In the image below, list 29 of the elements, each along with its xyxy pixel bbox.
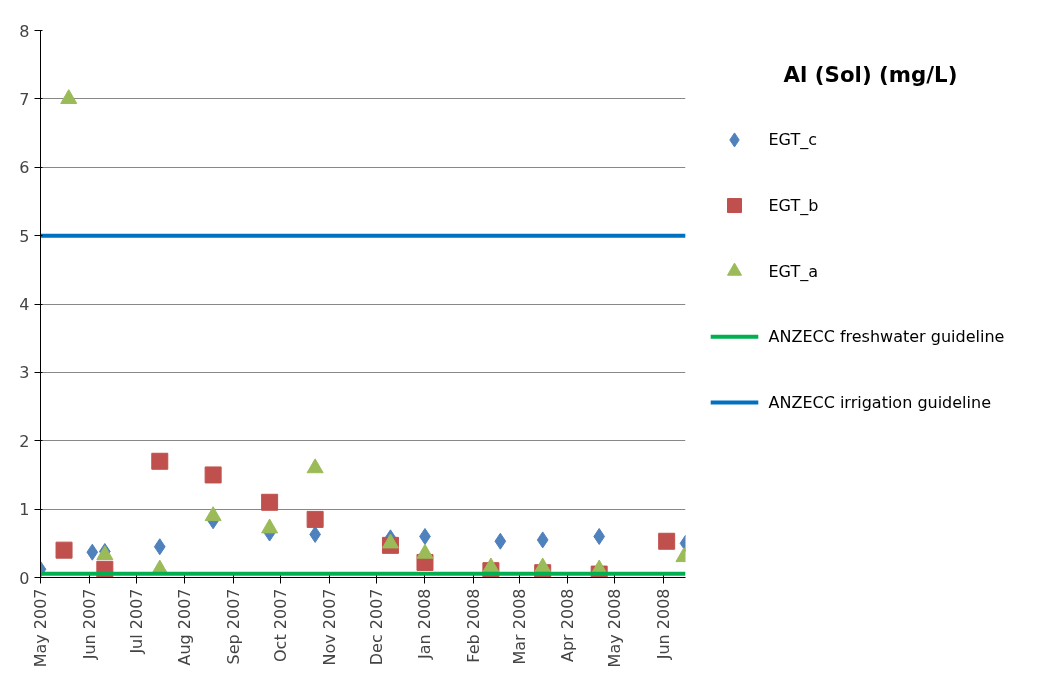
x-tick-label: Mar 2008 [509,588,529,665]
y-tick-label: 8 [19,21,30,41]
y-tick-label: 7 [19,89,30,109]
x-tick-label: Nov 2007 [319,588,339,666]
y-tick-label: 6 [19,158,30,178]
legend-label: EGT_b [768,196,819,217]
legend-label: ANZECC irrigation guideline [768,392,991,412]
x-tick-label: Feb 2008 [464,588,484,663]
x-tick-label: Oct 2007 [271,588,291,662]
legend-label: EGT_c [768,130,818,151]
x-tick-label: Sep 2007 [224,588,244,665]
x-tick-label: Apr 2008 [558,588,578,662]
x-tick-label: Dec 2007 [366,588,386,666]
x-tick-label: May 2008 [605,588,625,668]
x-tick-label: Jan 2008 [415,588,435,660]
legend-label: ANZECC freshwater guideline [768,327,1005,347]
y-tick-label: 0 [19,568,30,588]
y-tick-label: 1 [19,500,30,520]
x-tick-label: Aug 2007 [175,588,195,666]
y-tick-label: 2 [19,431,30,451]
x-tick-label: Jul 2007 [126,588,146,655]
text: Al (Sol) (mg/L) [783,61,958,87]
y-tick-label: 3 [19,363,30,383]
x-tick-label: Jun 2008 [654,588,674,661]
y-tick-label: 5 [19,226,30,246]
y-tick-label: 4 [19,295,30,314]
x-tick-label: May 2007 [31,588,50,668]
legend-label: EGT_a [768,261,819,282]
x-tick-label: Jun 2007 [79,588,99,661]
